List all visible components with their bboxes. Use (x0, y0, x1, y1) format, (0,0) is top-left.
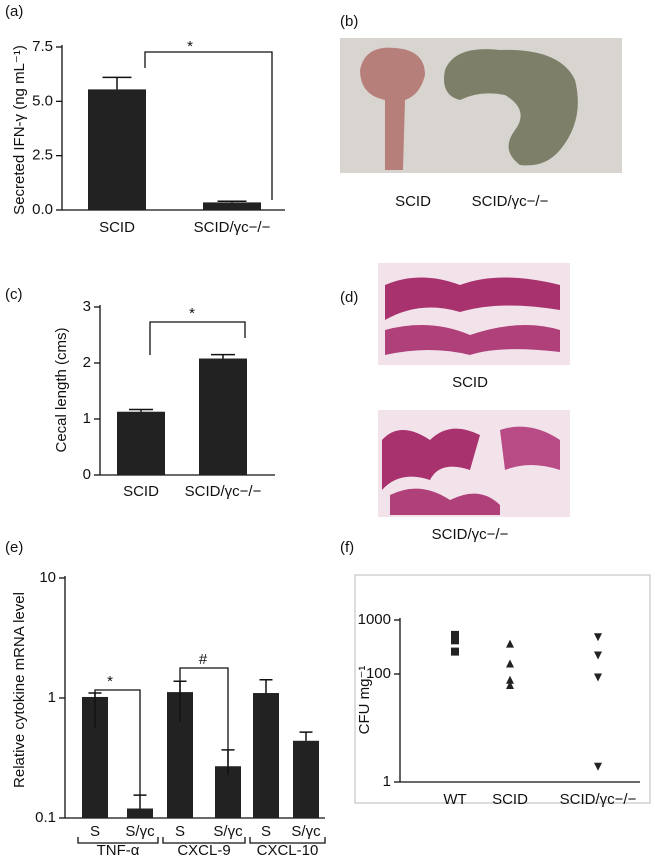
panel-frame (354, 574, 651, 804)
significance-bracket (179, 667, 229, 775)
panel-label: (c) (5, 286, 23, 303)
significance-mark: * (107, 673, 113, 690)
significance-bracket (149, 321, 246, 355)
data-point (451, 647, 459, 656)
y-axis-label: Secreted IFN-γ (ng mL⁻¹) (11, 45, 28, 215)
image-label: SCID (395, 193, 431, 210)
x-tick-label: S (261, 823, 271, 840)
y-tick-label: 0.1 (35, 809, 56, 826)
group-bracket (77, 837, 159, 844)
group-label: CXCL-9 (177, 842, 230, 856)
significance-mark: * (189, 305, 195, 322)
error-bar (217, 200, 247, 203)
data-point (506, 675, 514, 684)
y-tick-label: 10 (39, 569, 56, 586)
x-tick-label: SCID/γc−/− (194, 219, 271, 236)
group-label: TNF-α (97, 842, 140, 856)
x-tick-label: S/γc (125, 823, 155, 840)
bar (293, 740, 319, 818)
image-label: SCID/γc−/− (432, 526, 509, 543)
y-tick-label: 7.5 (32, 38, 53, 55)
panel-label: (e) (5, 539, 23, 556)
panel-label: (b) (340, 13, 358, 30)
y-tick-label: 1 (383, 773, 391, 790)
x-tick-label: SCID (99, 219, 135, 236)
data-point (594, 762, 602, 771)
error-bar (259, 678, 273, 694)
y-tick-label: 0 (83, 466, 91, 483)
histology-image (378, 263, 570, 517)
group-label: CXCL-10 (257, 842, 319, 856)
error-bar (129, 408, 153, 412)
y-axis-label: Relative cytokine mRNA level (11, 592, 28, 788)
data-point (594, 633, 602, 642)
data-point (451, 630, 459, 639)
y-tick-label: 0.0 (32, 201, 53, 218)
image-label: SCID (452, 374, 488, 391)
x-tick-label: SCID (492, 791, 528, 808)
panel-label: (a) (5, 3, 23, 20)
x-tick-label: WT (443, 791, 466, 808)
significance-mark: # (199, 651, 208, 668)
error-bar (102, 76, 132, 90)
x-tick-label: SCID/γc−/− (560, 791, 637, 808)
significance-bracket (94, 689, 141, 795)
image-label: SCID/γc−/− (472, 193, 549, 210)
group-bracket (162, 837, 246, 844)
panel-label: (f) (340, 539, 354, 556)
y-tick-label: 1 (48, 689, 56, 706)
data-point (594, 673, 602, 682)
x-tick-label: S (90, 823, 100, 840)
y-tick-label: 1 (83, 410, 91, 427)
error-bar (211, 353, 235, 359)
x-tick-label: SCID (123, 483, 159, 500)
panel-label: (d) (340, 289, 358, 306)
bar (199, 358, 247, 475)
y-axis-label: Cecal length (cms) (53, 327, 70, 452)
y-tick-label: 2 (83, 354, 91, 371)
data-point (506, 680, 514, 689)
data-point (594, 651, 602, 660)
x-tick-label: S (175, 823, 185, 840)
y-tick-label: 100 (366, 665, 391, 682)
data-point (506, 659, 514, 668)
significance-mark: * (187, 38, 193, 55)
bar (203, 202, 261, 210)
significance-bracket (144, 51, 273, 200)
y-tick-label: 3 (83, 298, 91, 315)
cecum-photo (340, 38, 622, 173)
x-tick-label: SCID/γc−/− (185, 483, 262, 500)
y-axis-label: CFU mg⁻¹ (356, 666, 373, 735)
error-bar (299, 731, 313, 741)
bar (88, 89, 146, 210)
y-tick-label: 2.5 (32, 147, 53, 164)
bar (253, 693, 279, 818)
bar (117, 411, 165, 475)
y-tick-label: 5.0 (32, 92, 53, 109)
error-bar (133, 794, 147, 809)
x-tick-label: S/γc (213, 823, 243, 840)
bar (127, 808, 153, 818)
x-tick-label: S/γc (291, 823, 321, 840)
y-tick-label: 1000 (358, 611, 391, 628)
data-point (506, 639, 514, 648)
group-bracket (249, 837, 326, 844)
